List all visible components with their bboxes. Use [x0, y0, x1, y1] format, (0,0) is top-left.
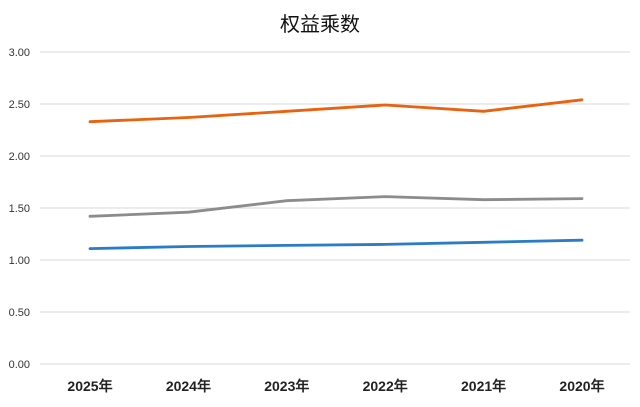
y-tick-label: 1.50	[9, 203, 30, 215]
x-tick-label: 2023年	[264, 378, 309, 394]
y-tick-label: 2.50	[9, 99, 30, 111]
x-tick-label: 2020年	[559, 378, 604, 394]
y-tick-label: 1.00	[9, 255, 30, 267]
y-tick-label: 0.50	[9, 307, 30, 319]
x-tick-label: 2021年	[461, 378, 506, 394]
series-line-3	[88, 238, 584, 251]
x-tick-label: 2025年	[67, 378, 112, 394]
x-tick-label: 2024年	[166, 378, 211, 394]
series-line-2	[88, 195, 584, 218]
y-tick-label: 2.00	[9, 151, 30, 163]
series-line-1	[88, 98, 584, 124]
chart-title: 权益乘数	[280, 12, 360, 36]
x-tick-label: 2022年	[363, 378, 408, 394]
y-tick-label: 3.00	[9, 47, 30, 59]
y-tick-label: 0.00	[9, 359, 30, 371]
